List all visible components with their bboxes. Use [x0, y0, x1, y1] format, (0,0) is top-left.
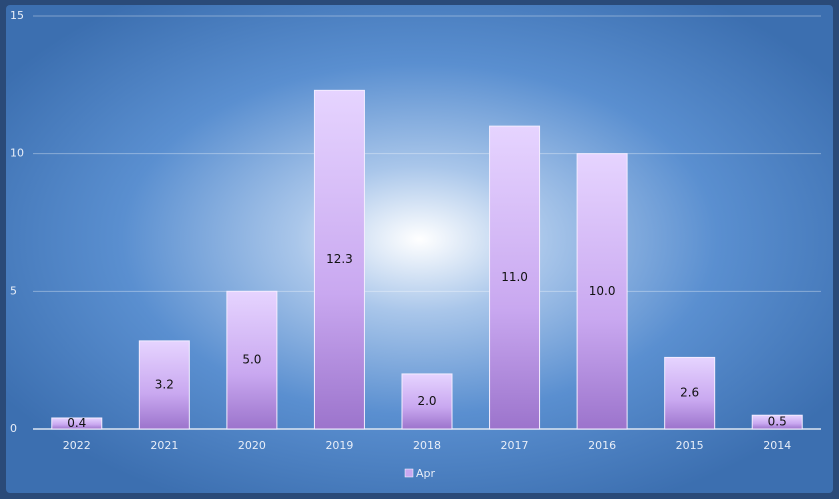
legend-label: Apr [416, 467, 436, 480]
y-tick-label: 0 [10, 422, 17, 435]
bar [226, 290, 278, 430]
value-label: 5.0 [242, 353, 261, 367]
value-label: 2.6 [680, 386, 699, 400]
bar [51, 417, 103, 430]
bar [138, 340, 190, 430]
value-label: 0.4 [67, 416, 86, 430]
x-tick-label: 2019 [325, 439, 353, 452]
bar [664, 356, 716, 430]
x-tick-label: 2021 [150, 439, 178, 452]
value-label: 3.2 [155, 377, 174, 391]
bar [313, 89, 365, 430]
bar [489, 125, 541, 430]
y-tick-label: 15 [10, 9, 24, 22]
x-tick-label: 2016 [588, 439, 616, 452]
bar [401, 373, 453, 430]
legend-swatch [404, 468, 414, 478]
x-tick-label: 2022 [63, 439, 91, 452]
x-tick-label: 2015 [676, 439, 704, 452]
bar [751, 414, 803, 430]
value-label: 10.0 [589, 284, 616, 298]
value-label: 0.5 [768, 415, 787, 429]
value-label: 2.0 [417, 394, 436, 408]
x-tick-label: 2020 [238, 439, 266, 452]
x-tick-label: 2017 [501, 439, 529, 452]
y-tick-label: 10 [10, 147, 24, 160]
x-tick-label: 2014 [763, 439, 791, 452]
y-tick-label: 5 [10, 284, 17, 297]
value-label: 12.3 [326, 252, 353, 266]
value-label: 11.0 [501, 270, 528, 284]
bar [576, 153, 628, 430]
x-tick-label: 2018 [413, 439, 441, 452]
